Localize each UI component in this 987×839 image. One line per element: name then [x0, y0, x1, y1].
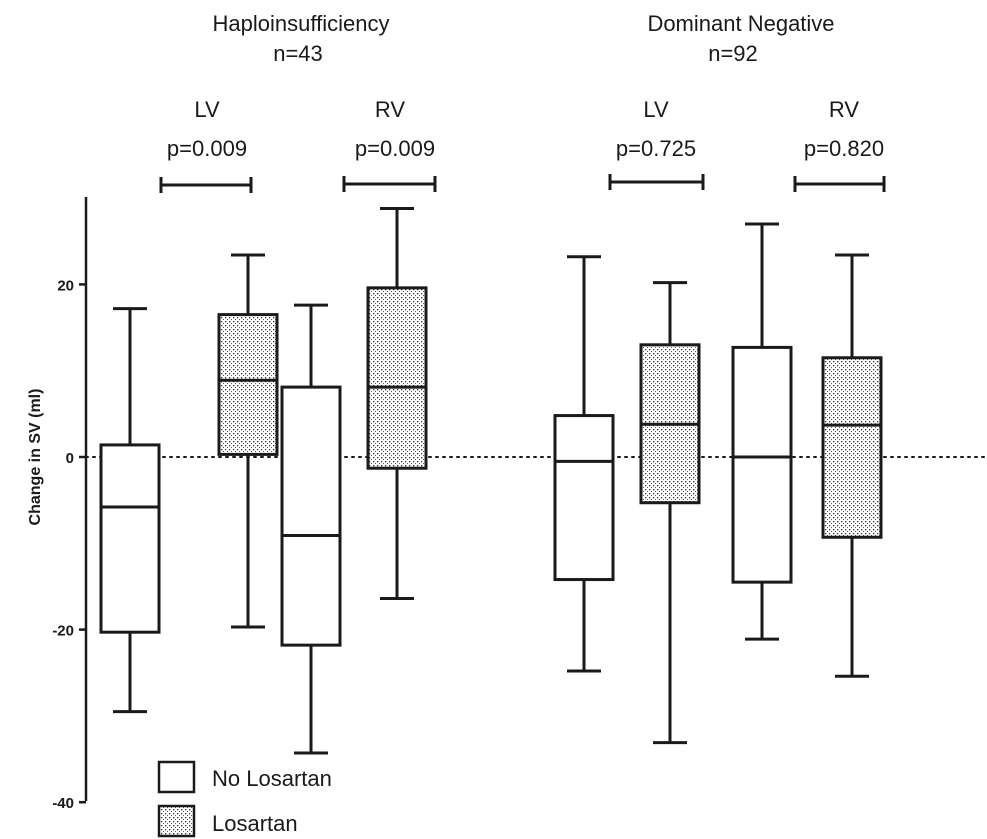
- group-title-haploinsufficiency: Haploinsufficiency: [213, 11, 390, 36]
- comparison-pvalue-dn-lv: p=0.725: [616, 136, 696, 161]
- box-hi-lv-losartan: [217, 253, 279, 629]
- group-n-haploinsufficiency: n=43: [273, 41, 323, 66]
- y-tick-label: 20: [57, 277, 74, 294]
- box-hi-rv-no-losartan: [280, 303, 342, 755]
- legend: No Losartan Losartan: [157, 760, 332, 838]
- comparison-pvalue-dn-rv: p=0.820: [804, 136, 884, 161]
- group-title-dominant-negative: Dominant Negative: [647, 11, 834, 36]
- box-iqr: [366, 286, 428, 470]
- significance-bracket-dn-rv: [793, 176, 886, 192]
- box-iqr: [731, 345, 793, 584]
- significance-bracket-hi-lv: [159, 177, 253, 193]
- box-dn-lv-no-losartan: [553, 255, 615, 673]
- box-iqr: [821, 356, 883, 539]
- legend-label-no-losartan: No Losartan: [212, 766, 332, 791]
- significance-bracket-hi-rv: [342, 176, 437, 192]
- comparison-label-hi-lv: LV: [194, 97, 220, 122]
- y-axis-ticks: -40 -20 0 20: [52, 277, 86, 812]
- group-n-dominant-negative: n=92: [708, 41, 758, 66]
- y-tick-label: -40: [52, 795, 74, 812]
- box-iqr: [553, 414, 615, 582]
- comparison-pvalue-hi-rv: p=0.009: [355, 136, 435, 161]
- box-dn-lv-losartan: [639, 281, 701, 745]
- box-iqr: [99, 443, 161, 634]
- y-tick-label: -20: [52, 623, 74, 640]
- box-series-group: [99, 206, 883, 755]
- comparison-label-dn-lv: LV: [643, 97, 669, 122]
- box-dn-rv-losartan: [821, 253, 883, 678]
- box-hi-rv-losartan: [366, 206, 428, 601]
- comparison-label-hi-rv: RV: [375, 97, 405, 122]
- box-iqr: [217, 313, 279, 456]
- comparison-pvalue-hi-lv: p=0.009: [167, 136, 247, 161]
- box-dn-rv-no-losartan: [731, 222, 793, 641]
- box-hi-lv-no-losartan: [99, 307, 161, 714]
- y-tick-label: 0: [66, 450, 74, 467]
- comparison-label-dn-rv: RV: [829, 97, 859, 122]
- legend-swatch-losartan: [157, 804, 196, 838]
- y-axis-label: Change in SV (ml): [27, 389, 44, 526]
- box-iqr: [280, 385, 342, 647]
- legend-label-losartan: Losartan: [212, 811, 298, 836]
- legend-swatch-no-losartan: [157, 760, 196, 794]
- significance-bracket-dn-lv: [608, 174, 705, 190]
